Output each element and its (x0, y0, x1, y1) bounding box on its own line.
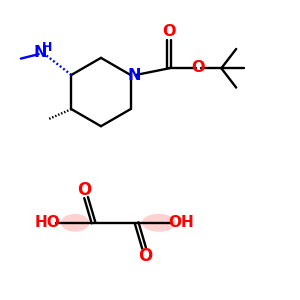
Text: O: O (163, 24, 176, 39)
Text: HO: HO (34, 215, 60, 230)
Ellipse shape (61, 214, 89, 232)
Ellipse shape (142, 214, 176, 232)
Text: H: H (42, 41, 52, 54)
Text: O: O (138, 248, 153, 266)
Text: OH: OH (168, 215, 194, 230)
Text: N: N (33, 45, 47, 60)
Text: N: N (128, 68, 141, 83)
Text: O: O (191, 60, 204, 75)
Text: O: O (77, 181, 92, 199)
